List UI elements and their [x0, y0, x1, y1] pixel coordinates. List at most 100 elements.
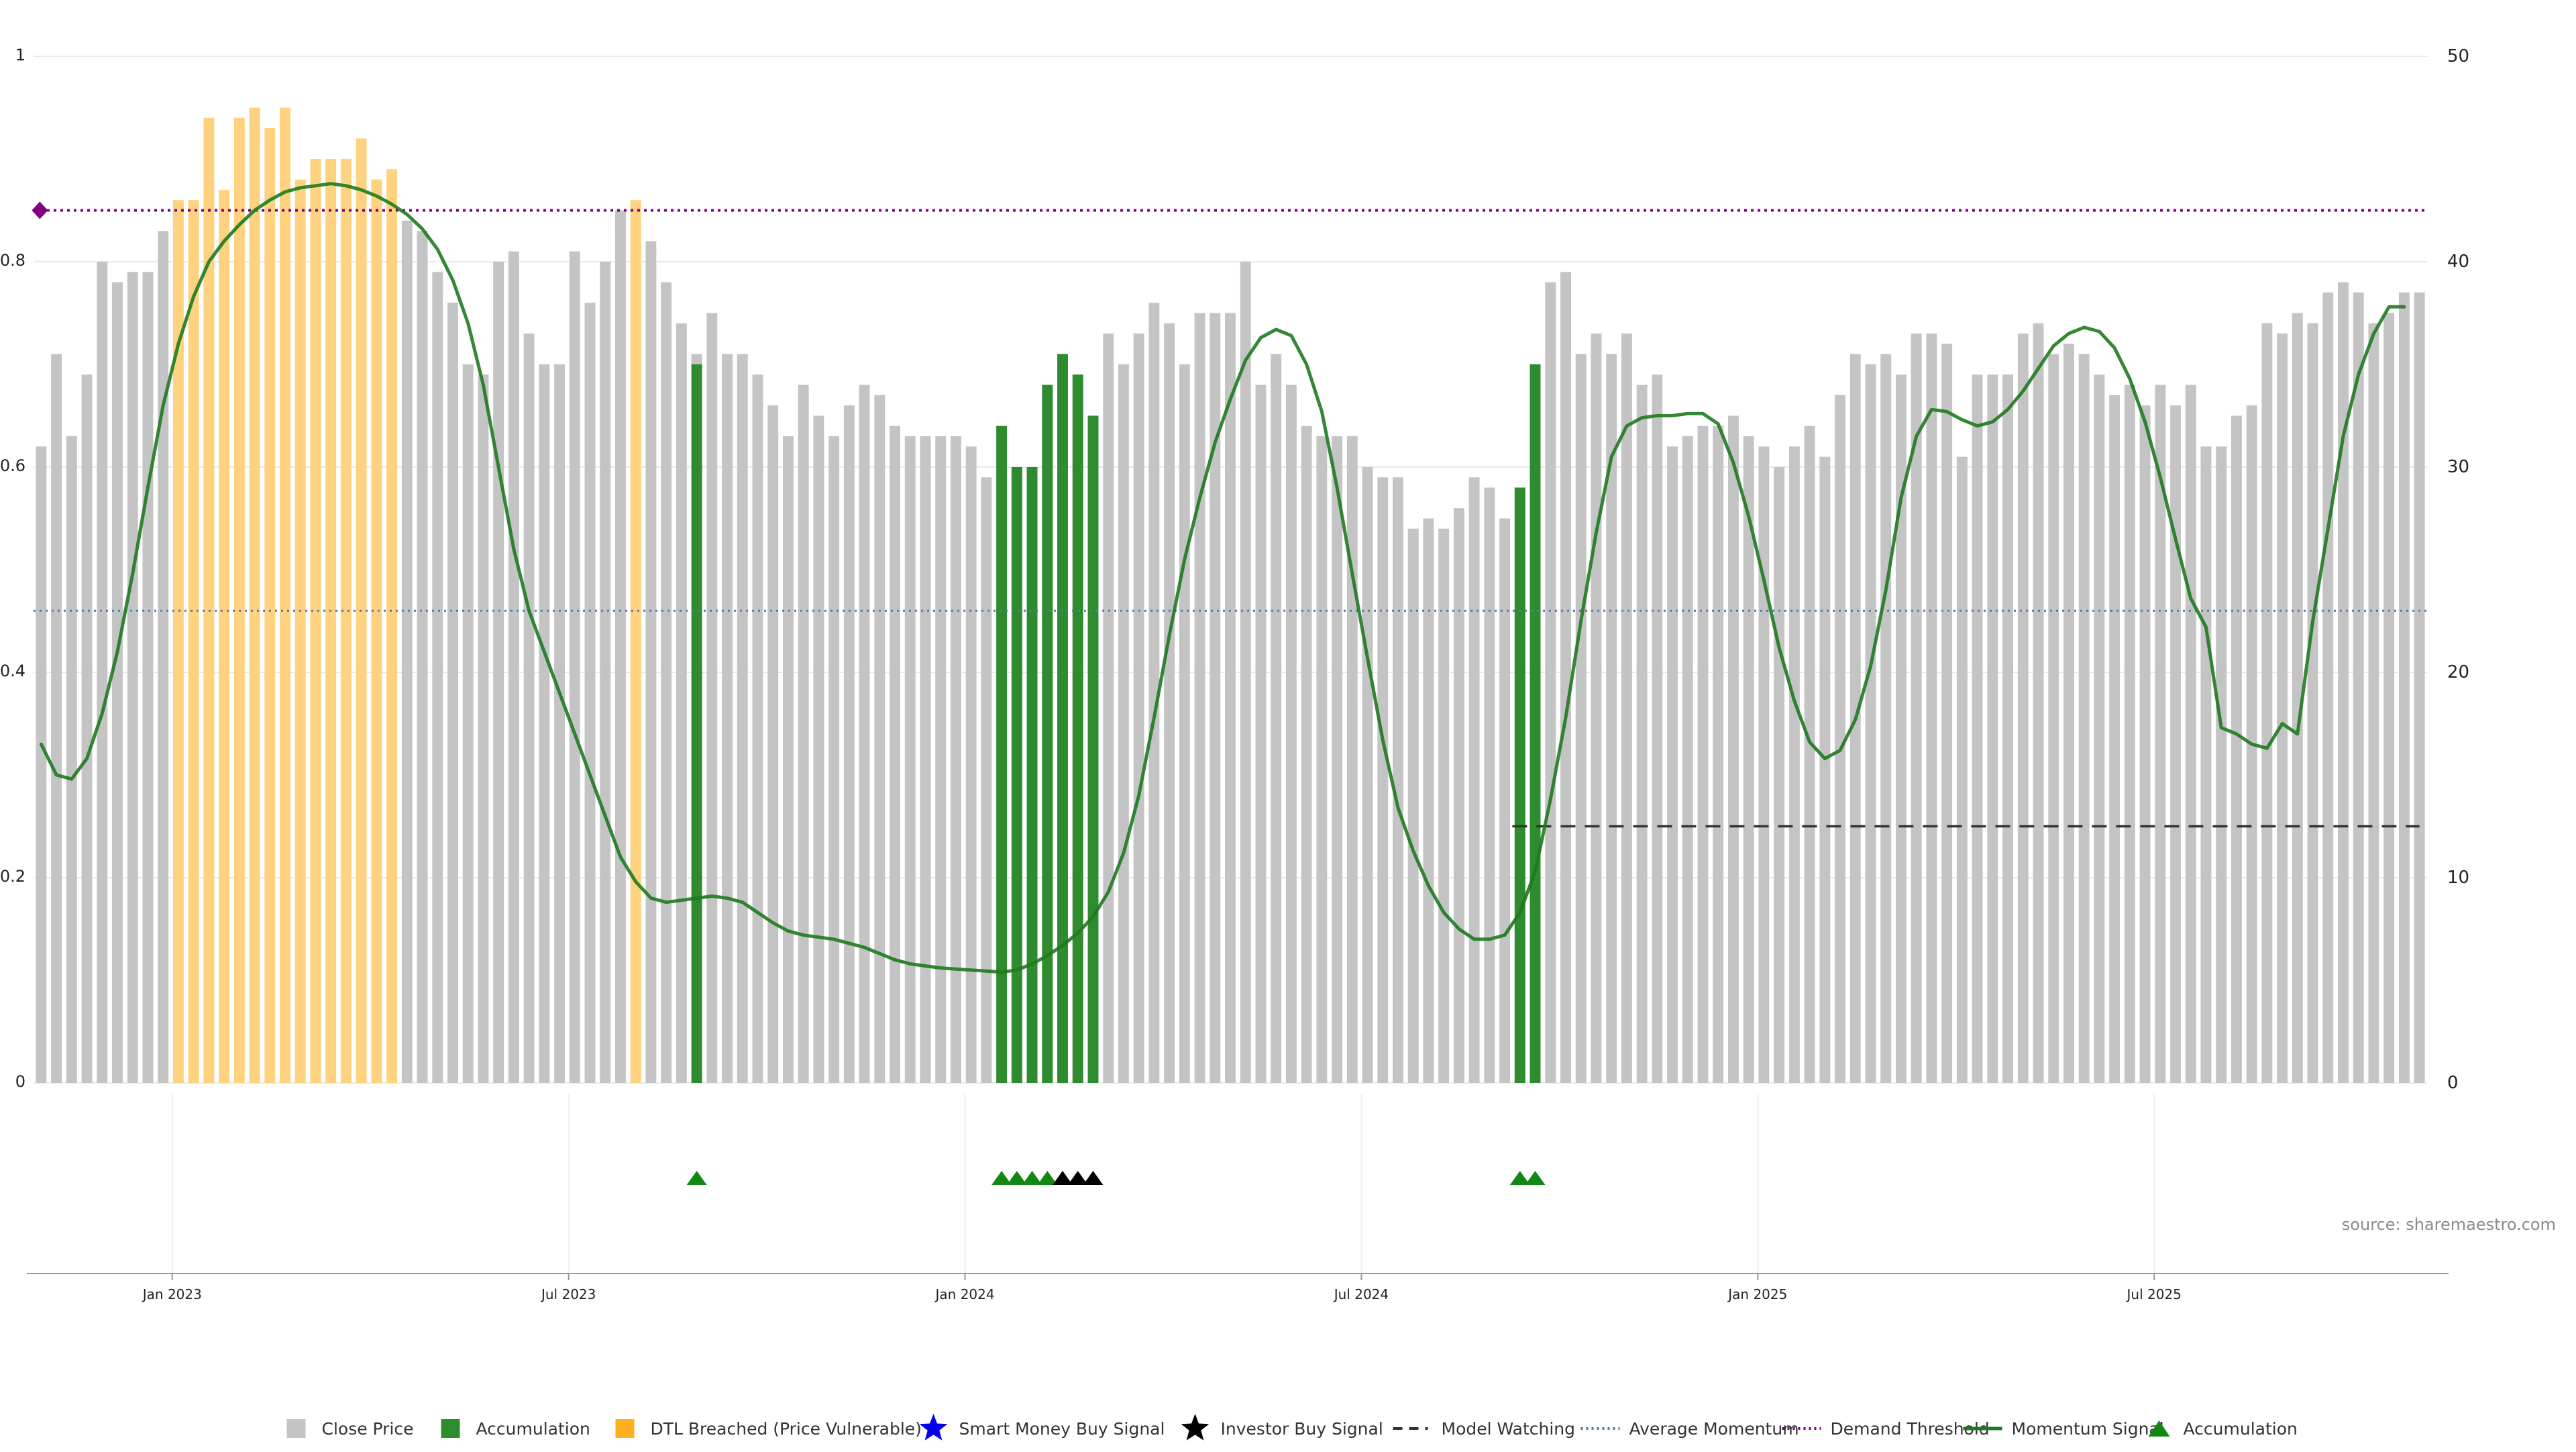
accumulation-bar [1042, 384, 1053, 1083]
legend-item-avg-momentum: Average Momentum [1580, 1419, 1799, 1439]
dtl-bar [310, 159, 321, 1083]
close-price-bar [1895, 374, 1907, 1083]
legend-label: Accumulation [2184, 1419, 2298, 1439]
investor-buy-marker [1053, 1171, 1073, 1185]
close-price-bar [1545, 282, 1556, 1084]
legend-item-smart-money: Smart Money Buy Signal [919, 1414, 1165, 1441]
close-price-bar [1194, 313, 1205, 1083]
accumulation-bar [1057, 354, 1068, 1084]
accumulation-marker [1006, 1171, 1027, 1185]
legend-swatch [441, 1419, 460, 1438]
close-price-bar [1393, 477, 1403, 1083]
close-price-bar [539, 364, 550, 1083]
close-price-bar [508, 251, 519, 1084]
close-price-bar [1468, 477, 1480, 1083]
close-price-bar [798, 384, 809, 1083]
close-price-bar [2109, 395, 2121, 1083]
x-tick-label: Jul 2024 [1333, 1286, 1389, 1302]
dtl-bar [371, 179, 382, 1084]
close-price-bar [1346, 436, 1358, 1083]
close-price-bar [2170, 405, 2181, 1083]
dtl-bar [264, 128, 276, 1084]
y-tick-label-right: 10 [2447, 868, 2469, 888]
close-price-bar [1255, 384, 1267, 1083]
legend-item-model-watching: Model Watching [1393, 1419, 1575, 1439]
investor-buy-marker [1067, 1171, 1088, 1185]
close-price-bar [2383, 313, 2395, 1083]
close-price-bar [493, 262, 504, 1083]
close-price-bar [1728, 415, 1739, 1083]
close-price-bar [523, 333, 535, 1084]
close-price-bar [1819, 456, 1831, 1083]
close-price-bar [432, 272, 443, 1083]
close-price-bar [843, 405, 855, 1083]
y-tick-label-left: 1 [15, 46, 25, 64]
close-price-bar [2124, 384, 2135, 1083]
dtl-bar [386, 169, 398, 1083]
close-price-bar [1591, 333, 1602, 1084]
close-price-bar [1164, 323, 1175, 1083]
close-price-bar [478, 374, 489, 1083]
momentum-signal-line [39, 182, 2406, 974]
y-tick-label-right: 40 [2447, 252, 2469, 272]
close-price-bar [722, 354, 733, 1084]
legend-label: Accumulation [476, 1419, 590, 1439]
dtl-bar [630, 200, 641, 1084]
close-price-bar [2078, 354, 2090, 1084]
close-price-bar [2414, 292, 2425, 1083]
close-price-bar [2353, 292, 2364, 1083]
y-tick-label-left: 0.8 [0, 251, 25, 270]
close-price-bar [2200, 446, 2212, 1083]
accumulation-marker [1037, 1171, 1058, 1185]
y-tick-label-right: 20 [2447, 662, 2469, 682]
close-price-bar [2002, 374, 2013, 1083]
legend-label: Investor Buy Signal [1221, 1419, 1383, 1439]
legend-label: Close Price [322, 1419, 414, 1439]
close-price-bar [950, 436, 961, 1083]
close-price-bar [1332, 436, 1343, 1083]
close-price-bar [920, 436, 931, 1083]
close-price-bar [142, 272, 154, 1083]
accumulation-bar [996, 425, 1008, 1083]
accumulation-bar [1514, 487, 1525, 1083]
accumulation-marker [1525, 1171, 1546, 1185]
close-price-bar [1667, 446, 1678, 1083]
close-price-bar [2261, 323, 2273, 1083]
triangle-icon [2148, 1420, 2170, 1437]
signal-markers [686, 1171, 1546, 1185]
dtl-bar [325, 159, 337, 1083]
close-price-bar [1788, 446, 1800, 1083]
x-tick-label: Jan 2023 [142, 1286, 202, 1302]
close-price-bar [1880, 354, 1892, 1084]
close-price-bar [1499, 518, 1511, 1083]
close-price-bar [1926, 333, 1937, 1084]
close-price-bar [828, 436, 840, 1083]
accumulation-bar [691, 364, 702, 1083]
y-tick-label-left: 0 [15, 1072, 25, 1091]
close-price-bar [737, 354, 748, 1084]
legend-label: Smart Money Buy Signal [959, 1419, 1165, 1439]
close-price-bar [1911, 333, 1922, 1084]
close-price-bar [1438, 528, 1450, 1083]
y-tick-label-right: 50 [2447, 46, 2469, 66]
close-price-bar [36, 446, 47, 1083]
close-price-bar [1225, 313, 1236, 1083]
accumulation-marker [1509, 1171, 1530, 1185]
close-price-bar [1560, 272, 1571, 1083]
demand-threshold-marker [32, 201, 48, 219]
close-price-bar [462, 364, 474, 1083]
close-price-bar [1271, 354, 1282, 1084]
close-price-bar [1377, 477, 1389, 1083]
close-price-bar [661, 282, 672, 1084]
accumulation-bar [1087, 415, 1099, 1083]
close-price-bar [158, 231, 169, 1084]
close-price-bar [112, 282, 123, 1084]
close-price-bar [2139, 405, 2151, 1083]
dtl-bar [233, 117, 245, 1083]
dtl-bar [219, 189, 230, 1083]
close-price-bar [1697, 425, 1709, 1083]
legend-item-momentum: Momentum Signal [1963, 1419, 2164, 1439]
legend-swatch [286, 1419, 306, 1438]
close-price-bar [1575, 354, 1587, 1084]
